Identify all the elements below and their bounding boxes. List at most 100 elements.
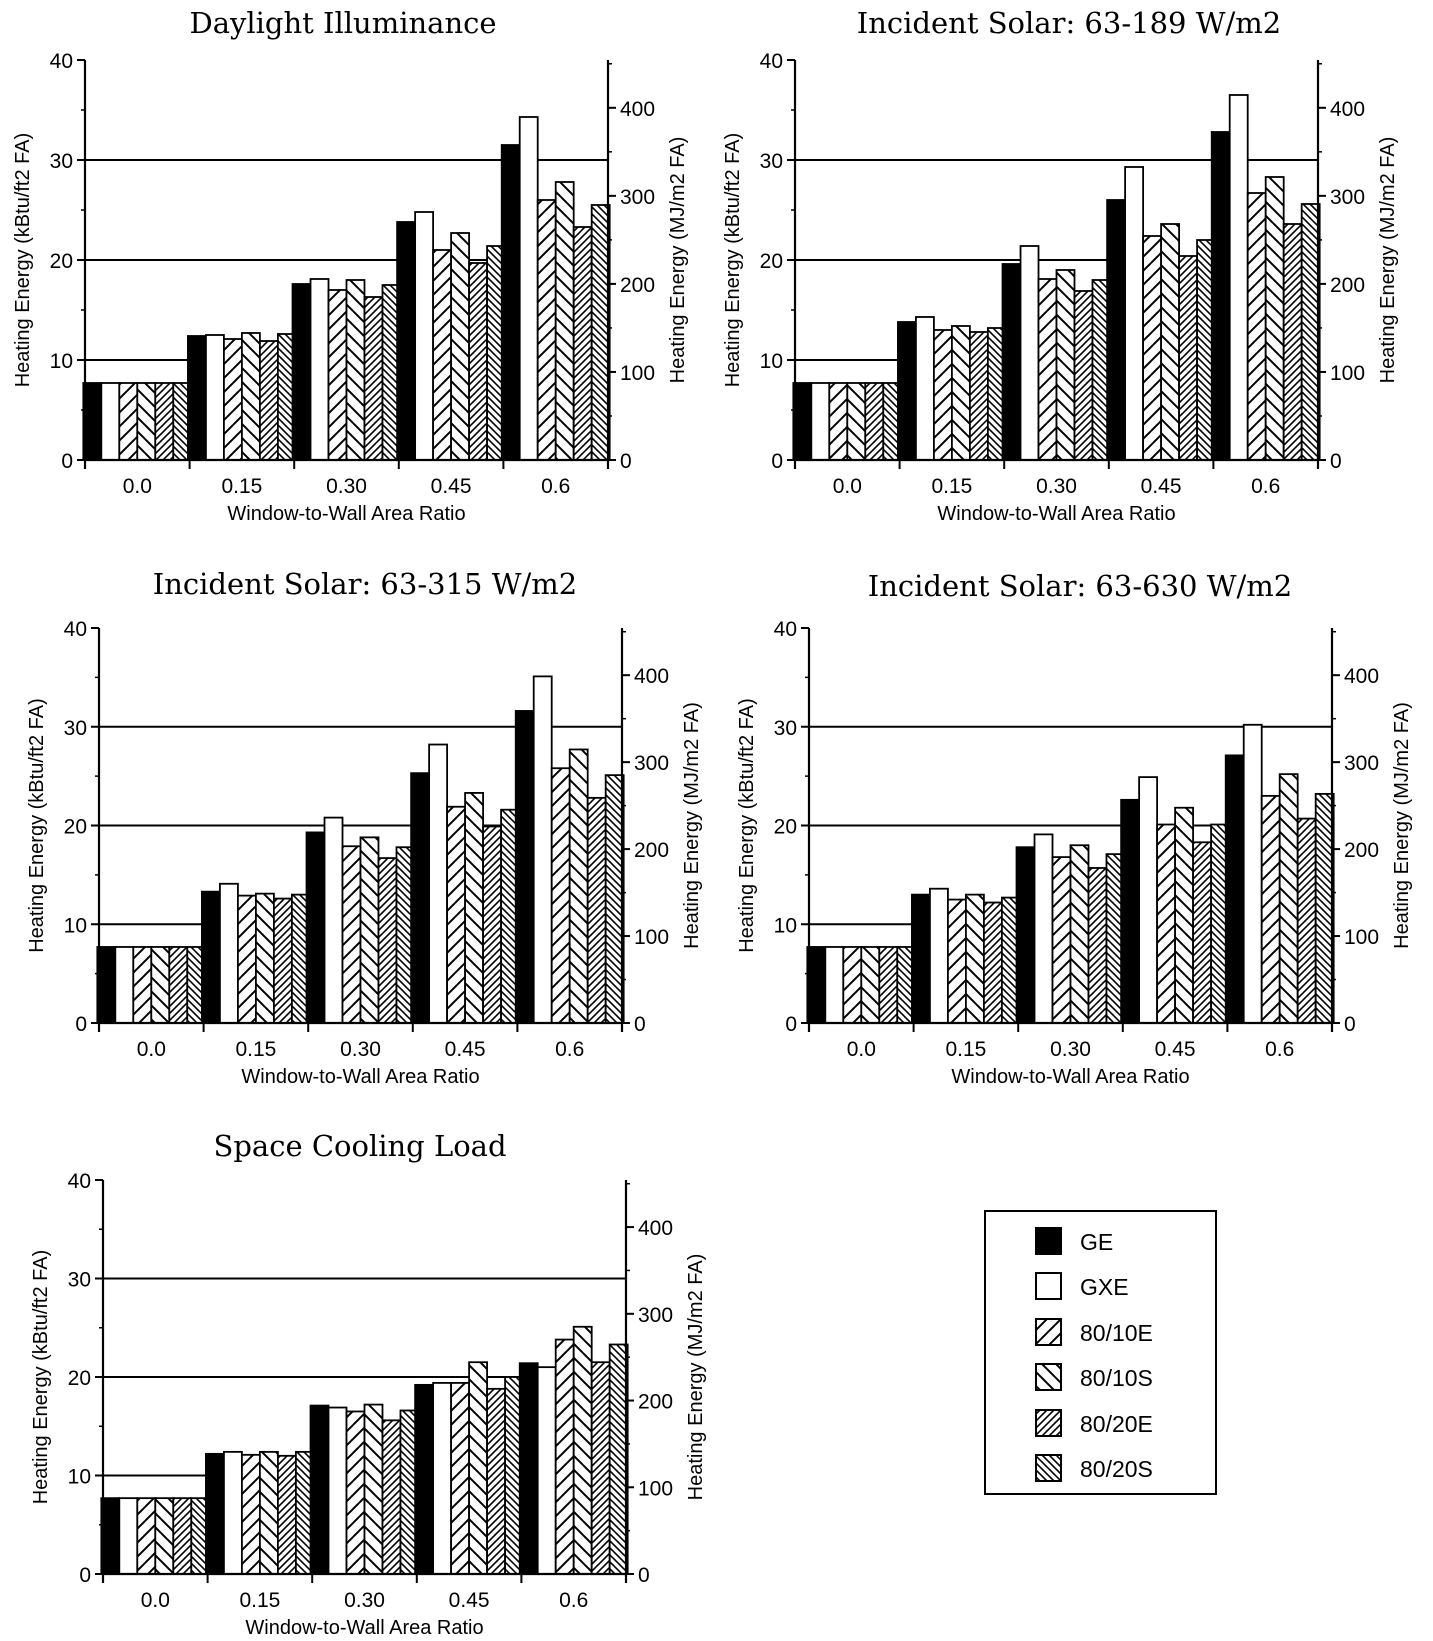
bar-ge-0-45 xyxy=(415,1385,433,1574)
bar-80-10s-0-30 xyxy=(365,1405,383,1574)
bar-gxe-0-6 xyxy=(1230,95,1248,460)
bar-gxe-0-45 xyxy=(415,212,433,460)
chart-title: Space Cooling Load xyxy=(213,1129,506,1163)
chart-incident-solar-63-315: Incident Solar: 63-315 W/m20102030400100… xyxy=(26,567,703,1088)
bar-80-20e-0-45 xyxy=(487,1389,505,1574)
bar-80-20e-0-15 xyxy=(274,899,292,1023)
bar-80-10e-0-30 xyxy=(1039,279,1057,460)
bar-gxe-0-30 xyxy=(311,279,329,460)
y-tick-label-left: 30 xyxy=(760,150,783,173)
y-tick-label-right: 0 xyxy=(1330,450,1342,473)
bar-gxe-0-15 xyxy=(930,889,948,1023)
x-tick-label: 0.6 xyxy=(559,1589,588,1612)
bar-80-10s-0-15 xyxy=(242,333,260,460)
y-tick-label-right: 200 xyxy=(620,274,655,297)
x-tick-label: 0.6 xyxy=(555,1038,584,1061)
bar-80-10e-0-0 xyxy=(133,947,151,1023)
x-tick-label: 0.6 xyxy=(1265,1038,1294,1061)
x-tick-label: 0.15 xyxy=(221,475,262,498)
y-axis-label-left: Heating Energy (kBtu/ft2 FA) xyxy=(30,1250,52,1505)
x-tick-label: 0.15 xyxy=(235,1038,276,1061)
y-tick-label-left: 30 xyxy=(774,717,797,740)
bar-ge-0-15 xyxy=(898,322,916,460)
legend-swatch-80-20s xyxy=(1036,1455,1061,1481)
bar-80-10s-0-6 xyxy=(574,1327,592,1574)
bar-80-20e-0-30 xyxy=(378,858,396,1023)
y-tick-label-right: 200 xyxy=(1344,839,1379,862)
x-tick-label: 0.0 xyxy=(141,1589,170,1612)
bar-80-20e-0-6 xyxy=(574,227,592,460)
bar-80-10s-0-45 xyxy=(1161,224,1179,460)
bar-80-10e-0-45 xyxy=(447,807,465,1023)
y-tick-label-right: 400 xyxy=(1330,98,1365,121)
bar-80-20e-0-6 xyxy=(588,798,606,1023)
x-axis-label: Window-to-Wall Area Ratio xyxy=(227,503,465,525)
bar-80-10e-0-6 xyxy=(1248,193,1266,460)
y-tick-label-left: 20 xyxy=(64,816,87,839)
bar-ge-0-45 xyxy=(1121,800,1139,1023)
x-tick-label: 0.30 xyxy=(1050,1038,1091,1061)
bar-gxe-0-15 xyxy=(206,335,224,460)
legend-swatch-ge xyxy=(1036,1228,1061,1254)
bar-80-10s-0-30 xyxy=(347,280,365,460)
bar-80-10e-0-45 xyxy=(451,1383,469,1574)
bar-80-20e-0-45 xyxy=(1193,842,1211,1023)
bar-80-20e-0-45 xyxy=(1179,256,1197,460)
x-tick-label: 0.0 xyxy=(137,1038,166,1061)
y-tick-label-right: 0 xyxy=(638,1564,650,1587)
y-tick-label-right: 400 xyxy=(620,98,655,121)
y-tick-label-right: 100 xyxy=(1344,926,1379,949)
y-tick-label-left: 40 xyxy=(64,618,87,641)
y-tick-label-left: 40 xyxy=(760,50,783,73)
bar-gxe-0-30 xyxy=(1021,246,1039,460)
x-tick-label: 0.45 xyxy=(1155,1038,1196,1061)
y-axis-label-right: Heating Energy (MJ/m2 FA) xyxy=(1377,137,1399,384)
y-tick-label-left: 10 xyxy=(64,914,87,937)
y-axis-label-left: Heating Energy (kBtu/ft2 FA) xyxy=(12,133,34,388)
legend-label-80-20e: 80/20E xyxy=(1080,1411,1153,1437)
bar-80-10e-0-45 xyxy=(1143,236,1161,460)
bar-80-20e-0-6 xyxy=(1284,224,1302,460)
bar-ge-0-6 xyxy=(520,1363,538,1574)
x-tick-label: 0.30 xyxy=(344,1589,385,1612)
y-tick-label-right: 300 xyxy=(1330,186,1365,209)
bar-80-20e-0-0 xyxy=(169,947,187,1023)
bar-ge-0-6 xyxy=(1226,755,1244,1023)
x-tick-label: 0.6 xyxy=(541,475,570,498)
bar-80-10e-0-15 xyxy=(242,1455,260,1574)
bar-80-10e-0-30 xyxy=(343,846,361,1023)
bar-80-10s-0-15 xyxy=(260,1452,278,1574)
bar-80-10e-0-0 xyxy=(119,383,137,460)
y-tick-label-right: 100 xyxy=(620,362,655,385)
legend-label-80-10s: 80/10S xyxy=(1080,1365,1153,1391)
x-tick-label: 0.15 xyxy=(945,1038,986,1061)
y-tick-label-left: 30 xyxy=(64,717,87,740)
y-tick-label-left: 0 xyxy=(75,1013,87,1036)
bar-ge-0-15 xyxy=(206,1454,224,1574)
bar-ge-0-15 xyxy=(188,336,206,460)
bar-80-10s-0-45 xyxy=(465,793,483,1023)
chart-incident-solar-63-630: Incident Solar: 63-630 W/m20102030400100… xyxy=(736,569,1413,1088)
bar-80-20e-0-30 xyxy=(382,1420,400,1574)
bar-80-10s-0-30 xyxy=(1057,270,1075,460)
y-tick-label-right: 100 xyxy=(638,1477,673,1500)
y-tick-label-right: 200 xyxy=(1330,274,1365,297)
bar-80-20e-0-30 xyxy=(364,297,382,460)
bar-80-10s-0-15 xyxy=(952,326,970,460)
bar-80-10s-0-45 xyxy=(1175,808,1193,1023)
bar-gxe-0-6 xyxy=(1244,725,1262,1023)
bar-80-10s-0-45 xyxy=(451,233,469,460)
x-tick-label: 0.45 xyxy=(431,475,472,498)
bar-80-20e-0-0 xyxy=(155,383,173,460)
bar-80-20e-0-15 xyxy=(970,332,988,460)
y-tick-label-left: 10 xyxy=(68,1466,91,1489)
y-tick-label-right: 100 xyxy=(634,926,669,949)
bar-gxe-0-0 xyxy=(119,1498,137,1574)
legend-item-80-10s: 80/10S xyxy=(1036,1364,1153,1391)
y-tick-label-right: 400 xyxy=(638,1217,673,1240)
chart-title: Incident Solar: 63-189 W/m2 xyxy=(857,6,1281,40)
x-tick-label: 0.45 xyxy=(1141,475,1182,498)
y-tick-label-left: 20 xyxy=(50,250,73,273)
legend-swatch-gxe xyxy=(1036,1273,1061,1299)
